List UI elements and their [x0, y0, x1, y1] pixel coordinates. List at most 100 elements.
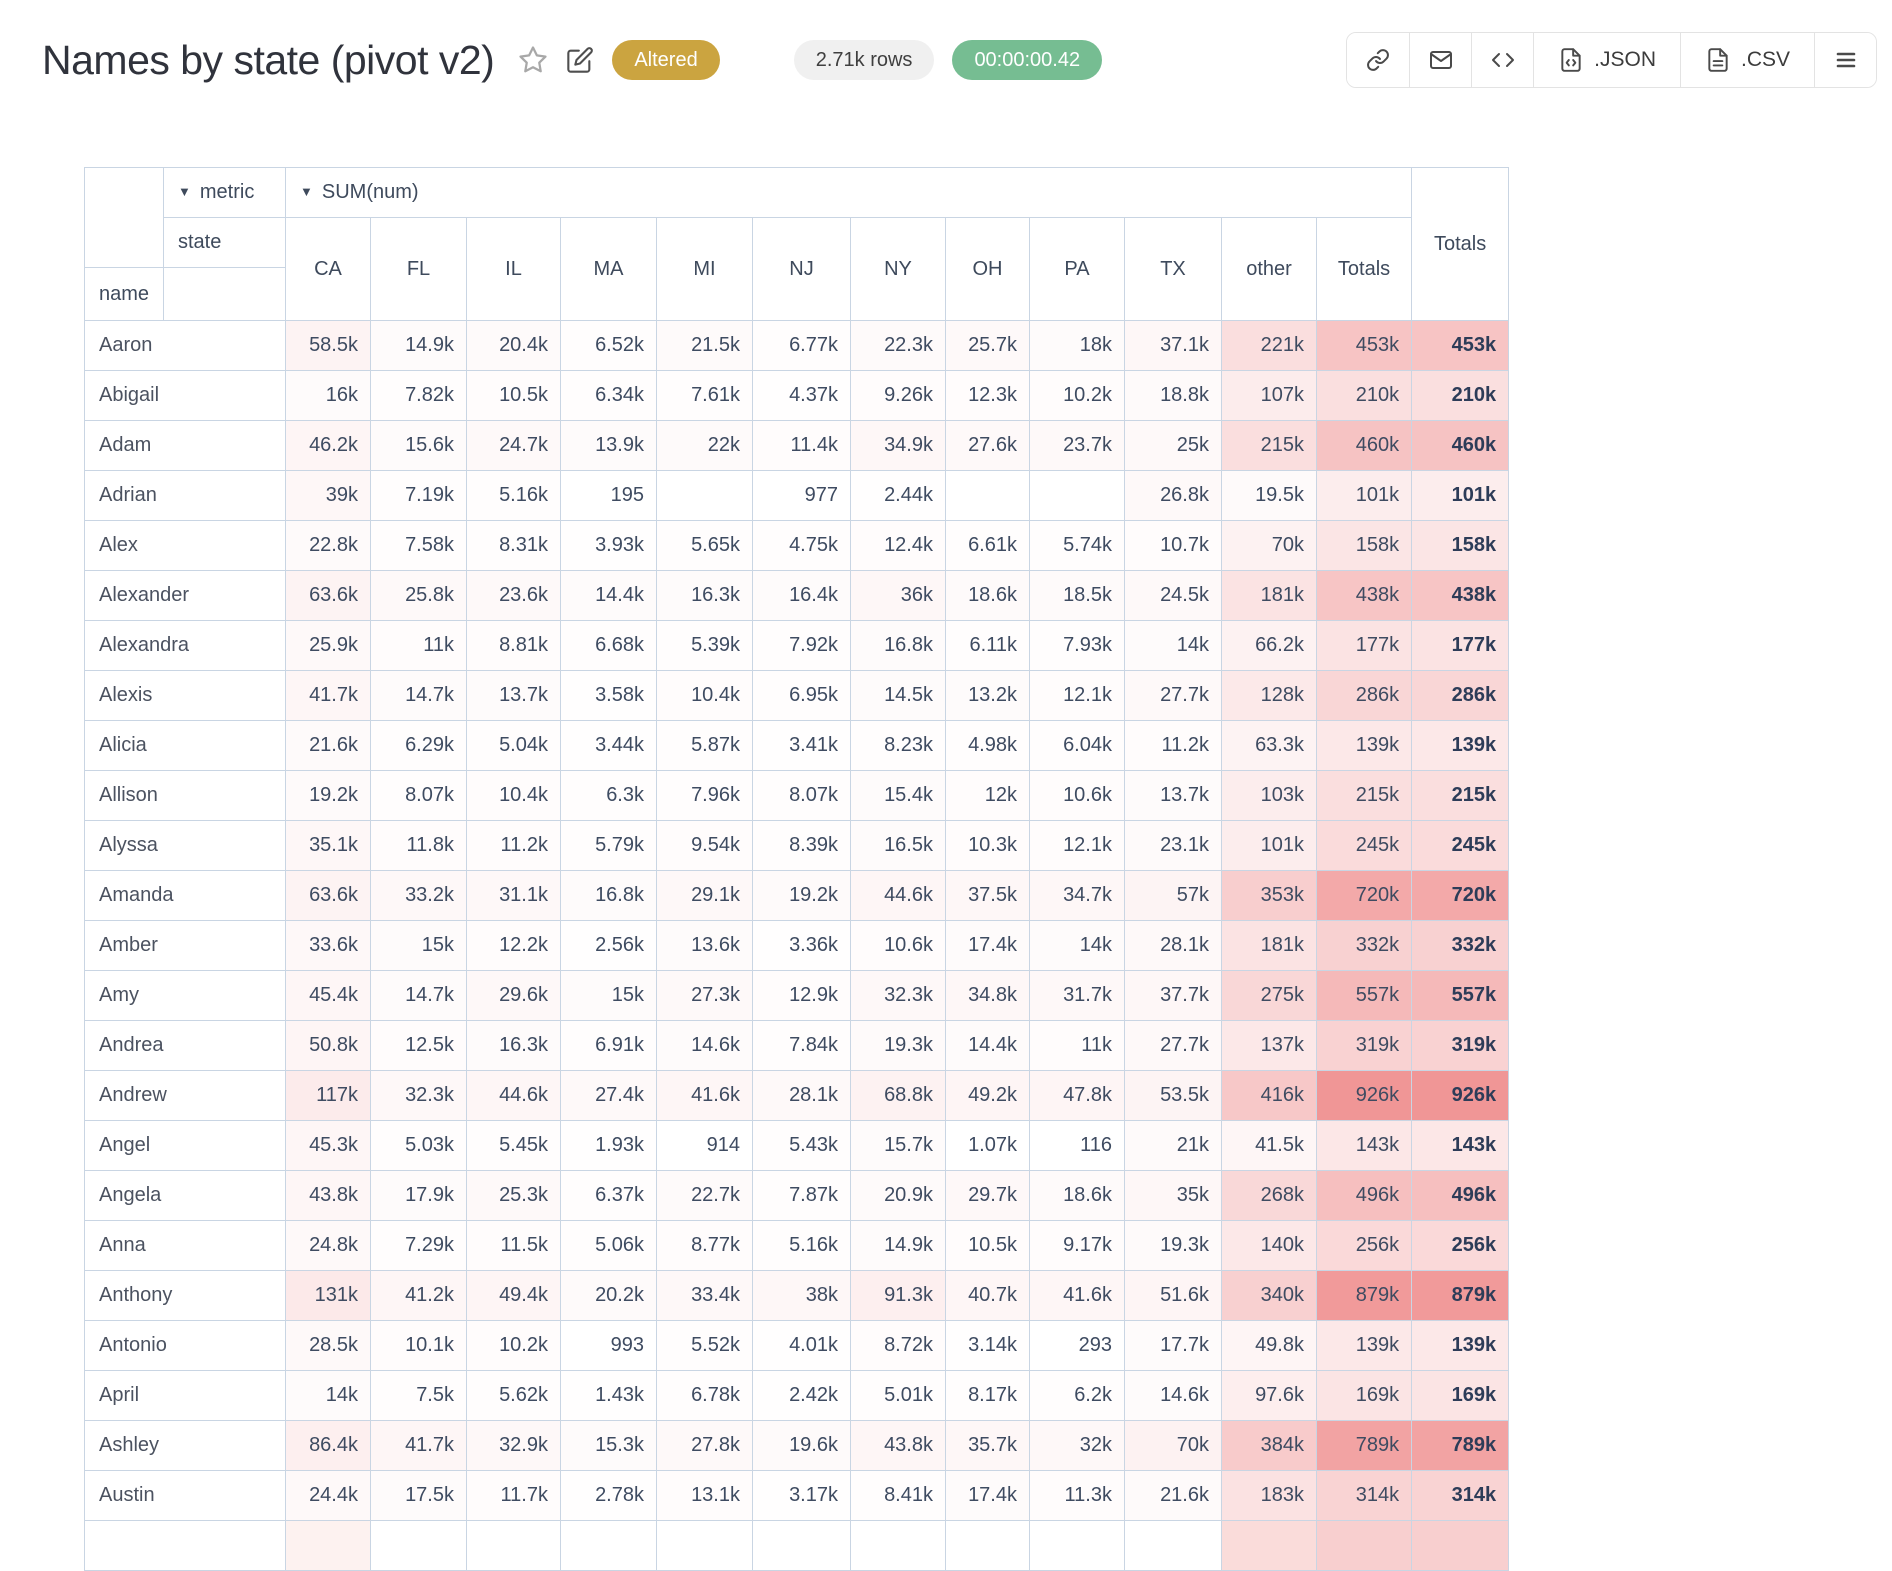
column-header-other[interactable]: other: [1221, 217, 1317, 321]
value-cell: 5.62k: [466, 1370, 561, 1421]
column-header-fl[interactable]: FL: [370, 217, 467, 321]
embed-code-button[interactable]: [1471, 33, 1534, 87]
value-cell: 2.42k: [752, 1370, 851, 1421]
value-cell: 20.9k: [850, 1170, 946, 1221]
value-cell: 32k: [1029, 1420, 1125, 1471]
value-cell: 8.41k: [850, 1470, 946, 1521]
value-cell: 44.6k: [850, 870, 946, 921]
column-header-nj[interactable]: NJ: [752, 217, 851, 321]
column-header-il[interactable]: IL: [466, 217, 561, 321]
value-cell: 31.7k: [1029, 970, 1125, 1021]
value-cell: 9.26k: [850, 370, 946, 421]
value-cell: 6.95k: [752, 670, 851, 721]
result-area: ▼ metric ▼ SUM(num) Totals state CA FL IL MA M…: [84, 167, 1892, 1571]
table-row: Alexandra 25.9k 11k 8.81k 6.68k 5.39k 7.92k 16.…: [84, 620, 1510, 671]
dropdown-triangle-icon[interactable]: ▼: [178, 184, 191, 199]
value-cell: 181k: [1221, 570, 1317, 621]
col-attr-state[interactable]: state: [163, 217, 286, 268]
value-cell: 6.68k: [560, 620, 657, 671]
value-cell: 993: [560, 1320, 657, 1371]
value-cell: 23.1k: [1124, 820, 1222, 871]
column-header-mi[interactable]: MI: [656, 217, 753, 321]
value-cell: 4.75k: [752, 520, 851, 571]
query-duration-badge: 00:00:00.42: [952, 40, 1103, 80]
value-cell: 17.9k: [370, 1170, 467, 1221]
favorite-star-button[interactable]: [518, 45, 548, 75]
value-cell: 40.7k: [945, 1270, 1030, 1321]
value-cell: 18k: [1029, 320, 1125, 371]
row-label: Andrea: [84, 1020, 286, 1071]
value-cell: 128k: [1221, 670, 1317, 721]
table-row: Adrian 39k 7.19k 5.16k 195 977 2.44k 26.8k 19.5k…: [84, 470, 1510, 521]
column-header-tx[interactable]: TX: [1124, 217, 1222, 321]
column-header-totals[interactable]: Totals: [1315, 217, 1413, 321]
row-label: Abigail: [84, 370, 286, 421]
column-header-oh[interactable]: OH: [945, 217, 1030, 321]
email-button[interactable]: [1409, 33, 1472, 87]
hamburger-icon: [1834, 48, 1858, 72]
value-cell: [1411, 1520, 1510, 1571]
value-cell: 20.4k: [466, 320, 561, 371]
value-cell: 195: [560, 470, 657, 521]
row-attr-name[interactable]: name: [84, 267, 164, 321]
value-cell: 10.4k: [656, 670, 753, 721]
value-cell: 5.79k: [560, 820, 657, 871]
value-cell: 7.84k: [752, 1020, 851, 1071]
value-cell: 16.8k: [850, 620, 946, 671]
metric-value-label: SUM(num): [321, 181, 419, 203]
value-cell: 23.7k: [1029, 420, 1125, 471]
download-csv-button[interactable]: .CSV: [1679, 33, 1814, 87]
value-cell: 14.6k: [656, 1020, 753, 1071]
value-cell: 18.6k: [945, 570, 1030, 621]
column-header-pa[interactable]: PA: [1029, 217, 1125, 321]
value-cell: 15.6k: [370, 420, 467, 471]
pivot-table: ▼ metric ▼ SUM(num) Totals state CA FL IL MA M…: [84, 167, 1510, 1571]
dropdown-triangle-icon[interactable]: ▼: [300, 184, 313, 199]
row-label: Austin: [84, 1470, 286, 1521]
column-header-ca[interactable]: CA: [285, 217, 371, 321]
value-cell: 275k: [1221, 970, 1317, 1021]
value-cell: 33.6k: [285, 920, 371, 971]
row-label: Alicia: [84, 720, 286, 771]
column-header-ma[interactable]: MA: [560, 217, 657, 321]
edit-title-button[interactable]: [566, 46, 594, 74]
value-cell: 8.31k: [466, 520, 561, 571]
value-cell: 24.4k: [285, 1470, 371, 1521]
value-cell: 353k: [1221, 870, 1317, 921]
col-attr-metric[interactable]: ▼ metric: [163, 167, 286, 218]
value-cell: 27.7k: [1124, 1020, 1222, 1071]
value-cell: 51.6k: [1124, 1270, 1222, 1321]
row-subtotal-cell: 438k: [1315, 570, 1413, 621]
value-cell: 34.8k: [945, 970, 1030, 1021]
row-subtotal-cell: 177k: [1315, 620, 1413, 671]
column-header-ny[interactable]: NY: [850, 217, 946, 321]
metric-value-header[interactable]: ▼ SUM(num): [284, 167, 1413, 218]
file-text-icon: [1705, 47, 1731, 73]
star-icon: [518, 45, 548, 75]
value-cell: 44.6k: [466, 1070, 561, 1121]
value-cell: 14.4k: [945, 1020, 1030, 1071]
share-link-button[interactable]: [1347, 33, 1410, 87]
value-cell: 15.4k: [850, 770, 946, 821]
value-cell: 18.6k: [1029, 1170, 1125, 1221]
value-cell: 19.3k: [850, 1020, 946, 1071]
value-cell: 107k: [1221, 370, 1317, 421]
value-cell: 19.2k: [285, 770, 371, 821]
value-cell: 66.2k: [1221, 620, 1317, 671]
value-cell: 24.8k: [285, 1220, 371, 1271]
value-cell: 183k: [1221, 1470, 1317, 1521]
row-subtotal-cell: 879k: [1315, 1270, 1413, 1321]
row-label: Angela: [84, 1170, 286, 1221]
value-cell: 45.3k: [285, 1120, 371, 1171]
download-json-button[interactable]: .JSON: [1533, 33, 1680, 87]
value-cell: 45.4k: [285, 970, 371, 1021]
menu-button[interactable]: [1814, 33, 1876, 87]
value-cell: 5.74k: [1029, 520, 1125, 571]
value-cell: 35.7k: [945, 1420, 1030, 1471]
value-cell: 27.7k: [1124, 670, 1222, 721]
value-cell: 13.9k: [560, 420, 657, 471]
value-cell: 13.1k: [656, 1470, 753, 1521]
value-cell: 2.78k: [560, 1470, 657, 1521]
value-cell: 5.45k: [466, 1120, 561, 1171]
value-cell: 19.6k: [752, 1420, 851, 1471]
